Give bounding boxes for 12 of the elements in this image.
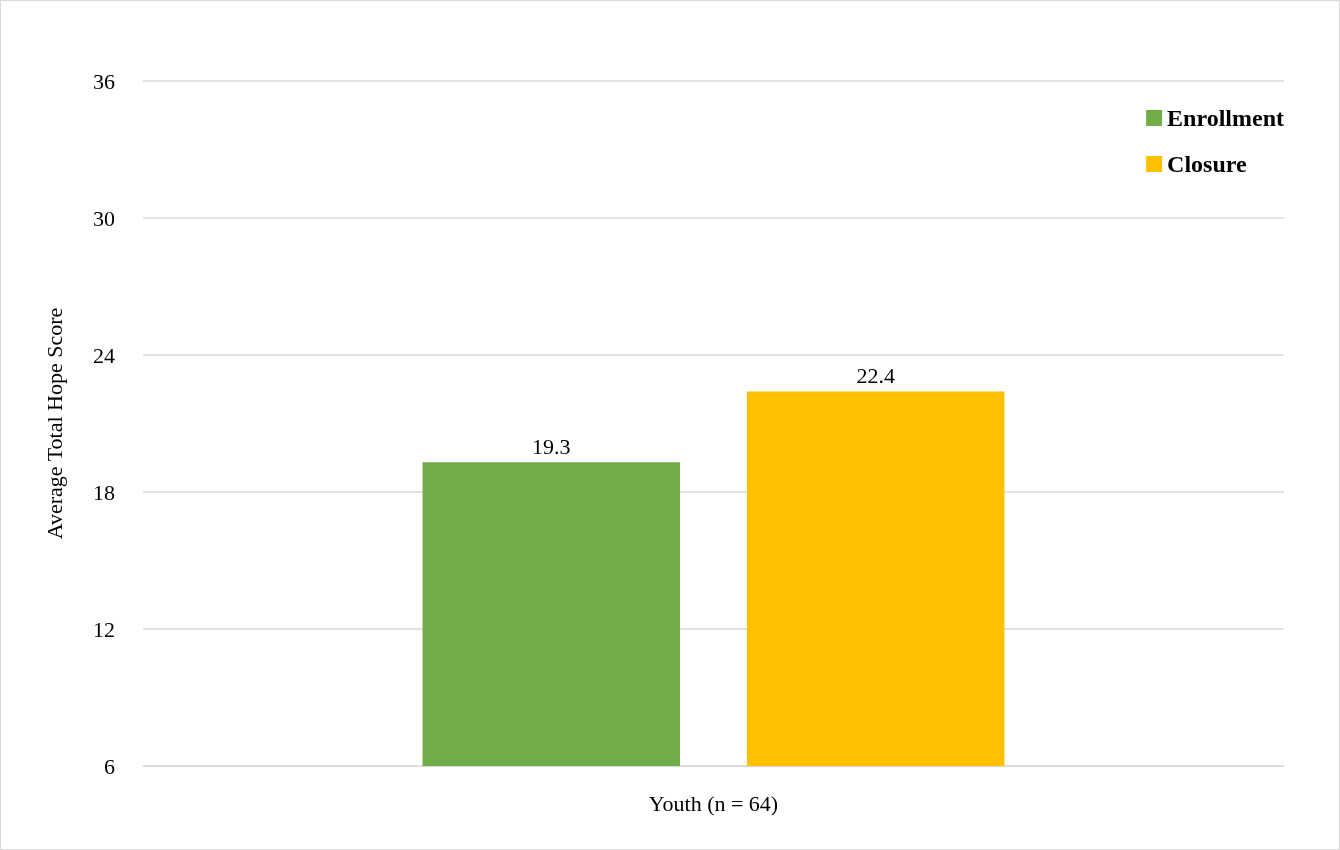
x-tick-label: Youth (n = 64) <box>648 790 779 816</box>
y-tick-label: 30 <box>93 205 115 231</box>
y-tick-label: 12 <box>93 616 115 642</box>
y-tick-label: 18 <box>93 479 115 505</box>
legend-label: Enrollment <box>1167 105 1285 131</box>
data-label: 19.3 <box>532 433 571 459</box>
y-tick-label: 36 <box>93 68 115 94</box>
y-tick-label: 6 <box>104 753 115 779</box>
data-label: 22.4 <box>856 363 895 389</box>
legend-label: Closure <box>1167 151 1248 177</box>
y-axis-title: Average Total Hope Score <box>41 307 67 540</box>
y-tick-label: 24 <box>93 342 115 368</box>
